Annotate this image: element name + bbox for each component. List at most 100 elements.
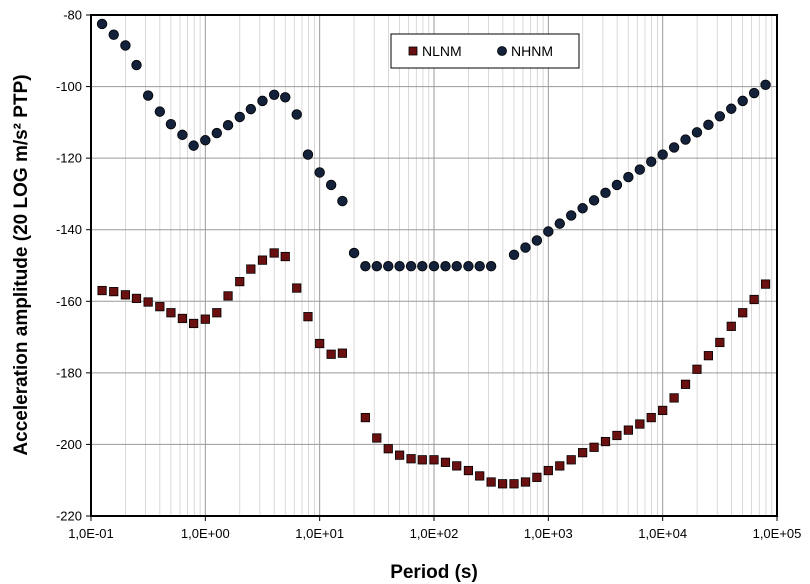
data-point-nhnm [668,142,680,153]
y-tick-label: -200 [56,437,82,452]
data-point-nhnm [337,195,348,207]
data-point-nhnm [325,179,337,191]
data-point-nlnm [555,461,565,471]
data-point-nlnm [703,351,714,361]
data-point-nlnm [131,293,142,304]
data-point-nhnm [703,119,714,131]
data-point-nlnm [692,364,702,374]
data-point-nhnm [405,261,417,272]
y-tick-label: -220 [56,509,82,524]
data-point-nlnm [520,477,531,487]
legend-box [390,33,580,69]
data-point-nhnm [737,95,748,107]
data-point-nlnm [543,465,553,476]
data-point-nlnm [726,321,736,331]
data-point-nhnm [314,167,325,178]
data-point-nhnm [646,156,657,167]
data-point-nlnm [463,465,474,476]
data-point-nhnm [394,261,405,272]
data-point-nhnm [120,40,131,51]
data-point-nhnm [520,242,531,253]
data-point-nlnm [600,436,611,447]
data-point-nlnm [235,277,245,287]
data-point-nhnm [611,179,623,191]
data-point-nhnm [280,92,291,103]
data-point-nhnm [726,103,737,114]
x-axis: 1,0E-01 1,0E+00 1,0E+01 1,0E+02 1,0E+03 1,0E+… [68,516,801,541]
data-point-nlnm [97,285,107,296]
data-point-nhnm [485,261,497,272]
data-point-nhnm [222,120,234,131]
x-tick-label: 1,0E+02 [410,526,459,541]
data-point-nlnm [269,248,279,258]
data-point-nhnm [245,103,257,115]
legend-marker-nlnm [408,46,418,56]
data-point-nhnm [417,261,428,272]
data-point-nlnm [326,349,336,359]
y-tick-label: -140 [56,222,82,237]
data-point-nhnm [451,261,462,272]
y-axis-title: Acceleration amplitude (20 LOG m/s² PTP) [11,74,32,455]
data-point-nlnm [280,251,290,262]
data-point-nhnm [291,109,302,120]
legend-label-nlnm: NLNM [422,43,462,59]
data-point-nlnm [337,348,347,358]
data-point-nlnm [155,302,165,312]
data-point-nhnm [680,134,691,145]
data-point-nhnm [142,90,154,101]
data-point-nlnm [509,479,519,489]
x-tick-label: 1,0E+04 [638,526,687,541]
data-point-nhnm [188,140,199,151]
data-point-nhnm [96,18,108,30]
data-point-nlnm [394,450,405,460]
data-point-nlnm [623,425,633,435]
data-point-nlnm [120,290,131,300]
x-tick-label: 1,0E+03 [524,526,573,541]
legend: NLNM NHNM [390,33,580,69]
data-point-nhnm [165,118,177,130]
data-point-nlnm [658,405,668,416]
data-point-nhnm [566,210,577,221]
data-point-nlnm [566,455,576,465]
data-point-nhnm [440,261,451,272]
data-point-nhnm [108,29,119,40]
data-point-nhnm [383,261,394,272]
data-point-nhnm [714,111,726,122]
data-point-nlnm [715,337,725,348]
data-point-nlnm [166,308,176,318]
data-point-nlnm [303,312,313,322]
data-point-nhnm [268,89,280,101]
data-point-nlnm [406,454,416,464]
data-point-nhnm [234,111,245,123]
x-tick-label: 1,0E+00 [181,526,230,541]
data-point-nhnm [348,247,360,259]
data-point-nlnm [497,479,508,489]
data-point-nhnm [600,187,611,199]
data-point-nhnm [623,171,634,183]
data-point-nlnm [760,279,771,289]
data-point-nlnm [383,444,393,454]
data-point-nlnm [589,442,599,452]
data-point-nhnm [428,261,440,272]
data-point-nlnm [738,308,748,318]
x-tick-label: 1,0E-01 [68,526,114,541]
y-tick-label: -180 [56,365,82,380]
data-points [96,18,771,489]
x-tick-label: 1,0E+01 [295,526,344,541]
x-axis-title: Period (s) [390,562,478,583]
data-point-nlnm [257,255,268,265]
data-point-nlnm [532,472,542,482]
data-point-nhnm [760,79,771,90]
data-point-nlnm [440,457,451,467]
data-point-nlnm [292,283,302,293]
data-point-nlnm [669,393,679,403]
data-point-nhnm [257,95,268,107]
data-point-nhnm [360,261,371,272]
data-point-nlnm [223,291,233,301]
data-point-nhnm [131,59,142,71]
data-point-nhnm [748,87,760,99]
data-point-nlnm [635,419,645,429]
y-axis: -80 -100 -120 -140 -160 -180 -200 -220 [56,8,91,524]
data-point-nlnm [372,433,382,443]
